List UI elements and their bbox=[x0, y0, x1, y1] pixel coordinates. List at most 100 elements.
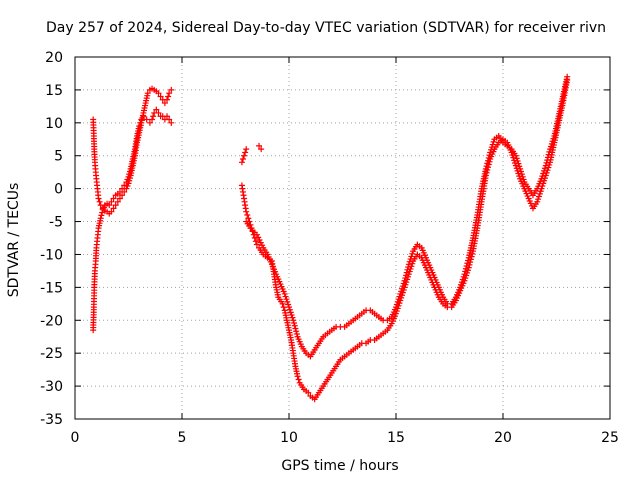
data-point bbox=[483, 163, 490, 170]
data-point bbox=[259, 242, 266, 249]
data-point bbox=[482, 165, 489, 172]
data-point bbox=[245, 215, 252, 222]
data-point bbox=[144, 90, 151, 97]
data-point bbox=[536, 190, 543, 197]
data-point bbox=[155, 109, 162, 116]
data-point bbox=[293, 328, 300, 335]
data-point bbox=[405, 264, 412, 271]
data-point bbox=[238, 159, 245, 166]
data-point bbox=[535, 193, 542, 200]
data-point bbox=[289, 314, 296, 321]
data-point bbox=[461, 271, 468, 278]
data-point bbox=[490, 138, 497, 145]
x-tick-label: 0 bbox=[71, 430, 80, 446]
data-point bbox=[168, 86, 175, 93]
data-point bbox=[286, 306, 293, 313]
data-point bbox=[157, 93, 164, 100]
data-point bbox=[294, 373, 301, 380]
data-point bbox=[398, 285, 405, 292]
data-point bbox=[165, 93, 172, 100]
data-point bbox=[98, 212, 105, 219]
data-point bbox=[284, 298, 291, 305]
data-point bbox=[517, 168, 524, 175]
data-point bbox=[544, 157, 551, 164]
data-point bbox=[535, 196, 542, 203]
data-point bbox=[161, 100, 168, 107]
y-tick-label: -20 bbox=[40, 313, 63, 329]
data-point bbox=[295, 376, 302, 383]
data-point bbox=[164, 96, 171, 103]
data-point bbox=[517, 165, 524, 172]
data-point bbox=[243, 208, 250, 215]
data-point bbox=[155, 90, 162, 97]
data-point bbox=[116, 195, 123, 202]
data-point bbox=[119, 192, 126, 199]
data-point bbox=[252, 238, 259, 245]
data-point bbox=[515, 160, 522, 167]
data-point bbox=[121, 188, 128, 195]
grid-lines bbox=[75, 57, 610, 419]
data-point bbox=[406, 258, 413, 265]
x-tick-label: 25 bbox=[601, 430, 619, 446]
data-point bbox=[463, 262, 470, 269]
data-point bbox=[394, 298, 401, 305]
data-point bbox=[407, 256, 414, 263]
x-tick-label: 20 bbox=[494, 430, 512, 446]
data-point bbox=[146, 119, 153, 126]
y-tick-label: -5 bbox=[49, 215, 63, 231]
x-tick-label: 5 bbox=[178, 430, 187, 446]
data-point bbox=[283, 296, 290, 303]
data-point bbox=[164, 113, 171, 120]
data-point bbox=[457, 284, 464, 291]
data-point bbox=[251, 235, 258, 241]
data-point bbox=[126, 177, 133, 184]
data-point bbox=[564, 73, 571, 80]
data-point bbox=[256, 236, 263, 243]
y-tick-label: 0 bbox=[54, 182, 63, 198]
series-track-e bbox=[243, 73, 571, 360]
data-point bbox=[286, 304, 292, 311]
data-point bbox=[253, 241, 260, 248]
data-point bbox=[519, 173, 526, 180]
data-point bbox=[542, 162, 549, 169]
data-point bbox=[97, 215, 104, 222]
data-point bbox=[458, 281, 465, 288]
data-point bbox=[168, 119, 175, 126]
data-point bbox=[393, 304, 399, 311]
data-point bbox=[543, 159, 550, 166]
data-point bbox=[166, 90, 173, 97]
y-tick-label: -15 bbox=[40, 280, 63, 296]
data-point bbox=[114, 198, 121, 205]
y-tick-label: 5 bbox=[54, 149, 63, 165]
data-point bbox=[291, 322, 298, 329]
data-point bbox=[398, 288, 405, 295]
data-point bbox=[404, 266, 411, 273]
axis-ticks: 0 5 10 15 20 25 -35 -30 -25 -20 -15 -10 -5 0 5 10 15 20 bbox=[40, 50, 619, 446]
data-point bbox=[95, 195, 102, 202]
data-point bbox=[487, 149, 494, 156]
data-point bbox=[513, 155, 520, 162]
data-point bbox=[485, 157, 492, 164]
data-point bbox=[541, 165, 548, 172]
y-tick-label: -30 bbox=[40, 379, 63, 395]
data-point bbox=[285, 301, 292, 308]
data-point bbox=[550, 135, 557, 142]
data-point bbox=[485, 154, 492, 161]
y-tick-label: -10 bbox=[40, 247, 63, 263]
data-point bbox=[540, 170, 547, 177]
data-point bbox=[287, 309, 294, 316]
data-point bbox=[459, 276, 466, 283]
data-point bbox=[462, 265, 469, 272]
data-point bbox=[290, 320, 297, 327]
data-point bbox=[281, 290, 288, 297]
y-tick-label: 10 bbox=[45, 116, 63, 132]
data-point bbox=[108, 208, 115, 215]
data-point bbox=[110, 195, 117, 202]
y-tick-label: -25 bbox=[40, 346, 63, 362]
data-point bbox=[462, 268, 469, 275]
data-point bbox=[244, 211, 251, 218]
data-point bbox=[514, 157, 521, 164]
series-track-b bbox=[90, 85, 175, 217]
data-point bbox=[97, 202, 104, 209]
